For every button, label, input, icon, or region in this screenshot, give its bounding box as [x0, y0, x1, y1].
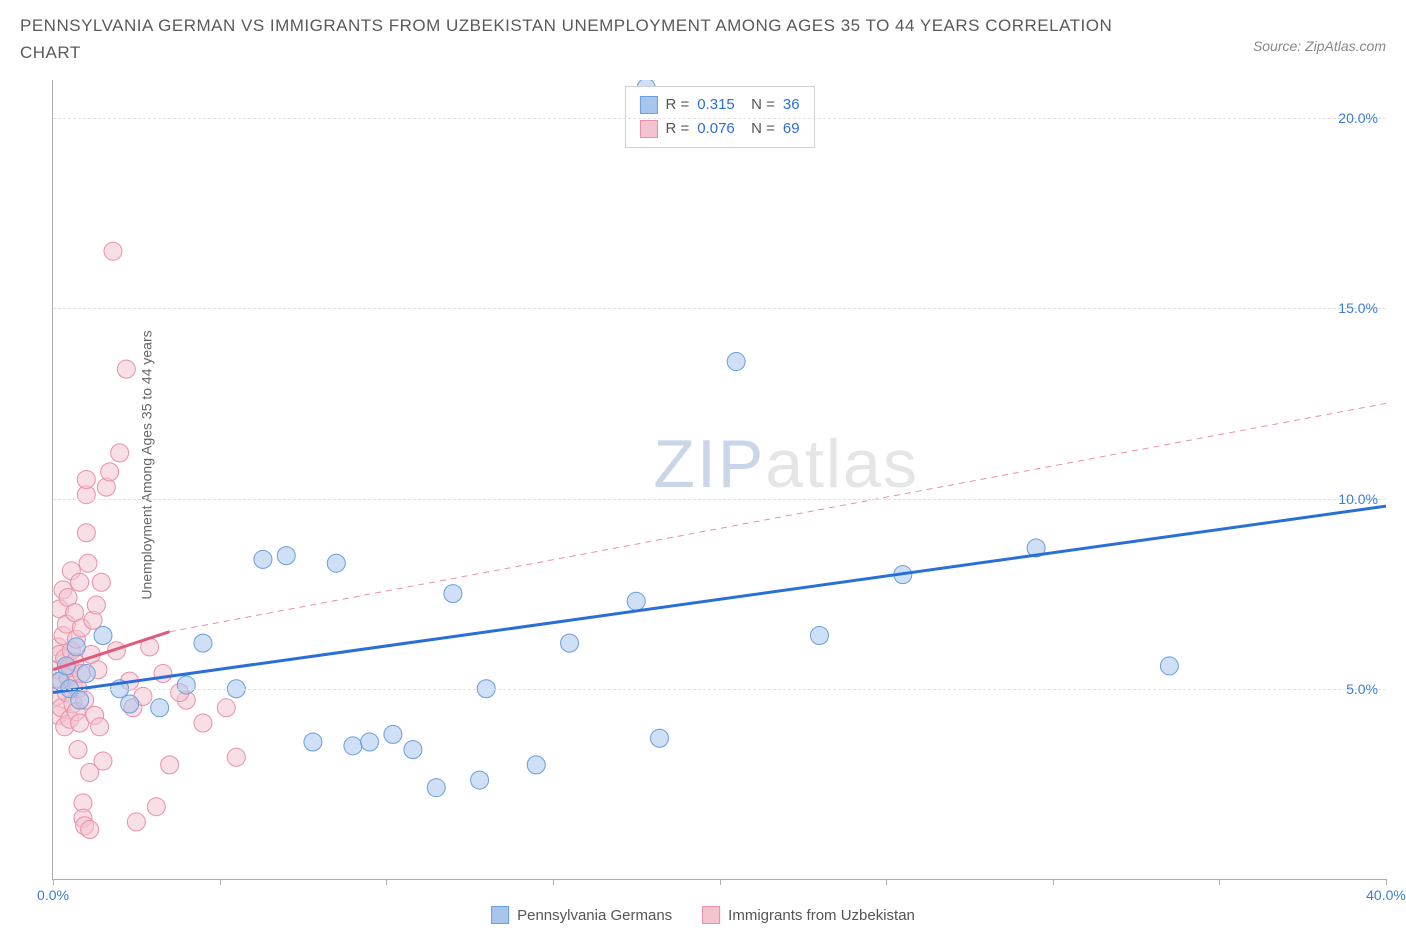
source-attribution: Source: ZipAtlas.com	[1253, 38, 1386, 54]
legend-n-label: N =	[743, 93, 775, 117]
y-tick-label: 15.0%	[1338, 300, 1378, 316]
data-point	[527, 756, 545, 774]
trend-line	[53, 506, 1386, 692]
data-point	[277, 547, 295, 565]
data-point	[77, 665, 95, 683]
x-tick	[553, 879, 554, 885]
data-point	[194, 714, 212, 732]
gridline	[53, 118, 1386, 119]
data-point	[444, 585, 462, 603]
legend-row: R = 0.315 N = 36	[639, 93, 799, 117]
x-tick-label: 40.0%	[1366, 887, 1406, 903]
data-point	[104, 242, 122, 260]
data-point	[427, 779, 445, 797]
data-point	[77, 524, 95, 542]
data-point	[627, 592, 645, 610]
data-point	[561, 634, 579, 652]
legend-label: Pennsylvania Germans	[517, 907, 672, 924]
x-tick	[886, 879, 887, 885]
data-point	[161, 756, 179, 774]
legend-n-label: N =	[743, 117, 775, 141]
legend-r-label: R =	[665, 93, 689, 117]
data-point	[67, 638, 85, 656]
legend-row: R = 0.076 N = 69	[639, 117, 799, 141]
data-point	[1160, 657, 1178, 675]
legend-swatch	[639, 120, 657, 138]
data-point	[91, 718, 109, 736]
data-point	[344, 737, 362, 755]
y-tick-label: 20.0%	[1338, 110, 1378, 126]
data-point	[121, 695, 139, 713]
data-point	[77, 471, 95, 489]
data-point	[327, 554, 345, 572]
chart-area: ZIPatlas R = 0.315 N = 36R = 0.076 N = 6…	[52, 80, 1386, 880]
y-tick-label: 5.0%	[1346, 681, 1378, 697]
data-point	[94, 752, 112, 770]
x-tick	[220, 879, 221, 885]
data-point	[254, 550, 272, 568]
series-legend: Pennsylvania Germans Immigrants from Uzbe…	[491, 906, 915, 924]
legend-r-label: R =	[665, 117, 689, 141]
data-point	[151, 699, 169, 717]
y-tick-label: 10.0%	[1338, 491, 1378, 507]
gridline	[53, 689, 1386, 690]
data-point	[227, 748, 245, 766]
data-point	[127, 813, 145, 831]
data-point	[384, 725, 402, 743]
x-tick	[386, 879, 387, 885]
legend-n-value: 36	[783, 93, 800, 117]
x-tick	[1386, 879, 1387, 885]
legend-item: Pennsylvania Germans	[491, 906, 672, 924]
gridline	[53, 499, 1386, 500]
legend-label: Immigrants from Uzbekistan	[728, 907, 915, 924]
data-point	[727, 353, 745, 371]
data-point	[154, 665, 172, 683]
legend-swatch	[639, 96, 657, 114]
legend-item: Immigrants from Uzbekistan	[702, 906, 915, 924]
data-point	[217, 699, 235, 717]
data-point	[117, 360, 135, 378]
legend-swatch	[702, 906, 720, 924]
x-tick	[720, 879, 721, 885]
data-point	[304, 733, 322, 751]
data-point	[94, 626, 112, 644]
data-point	[81, 821, 99, 839]
data-point	[404, 741, 422, 759]
data-point	[87, 596, 105, 614]
legend-r-value: 0.076	[697, 117, 735, 141]
data-point	[71, 691, 89, 709]
data-point	[111, 444, 129, 462]
data-point	[361, 733, 379, 751]
data-point	[177, 676, 195, 694]
x-tick-label: 0.0%	[37, 887, 69, 903]
legend-r-value: 0.315	[697, 93, 735, 117]
data-point	[79, 554, 97, 572]
x-tick	[53, 879, 54, 885]
data-point	[147, 798, 165, 816]
data-point	[810, 626, 828, 644]
data-point	[101, 463, 119, 481]
trend-line-extrapolated	[170, 403, 1386, 631]
data-point	[651, 729, 669, 747]
data-point	[194, 634, 212, 652]
scatter-plot-svg	[53, 80, 1386, 879]
gridline	[53, 308, 1386, 309]
chart-title: PENNSYLVANIA GERMAN VS IMMIGRANTS FROM U…	[20, 12, 1120, 66]
data-point	[471, 771, 489, 789]
data-point	[92, 573, 110, 591]
data-point	[71, 573, 89, 591]
x-tick	[1053, 879, 1054, 885]
x-tick	[1219, 879, 1220, 885]
legend-n-value: 69	[783, 117, 800, 141]
data-point	[69, 741, 87, 759]
legend-swatch	[491, 906, 509, 924]
correlation-legend: R = 0.315 N = 36R = 0.076 N = 69	[624, 86, 814, 148]
